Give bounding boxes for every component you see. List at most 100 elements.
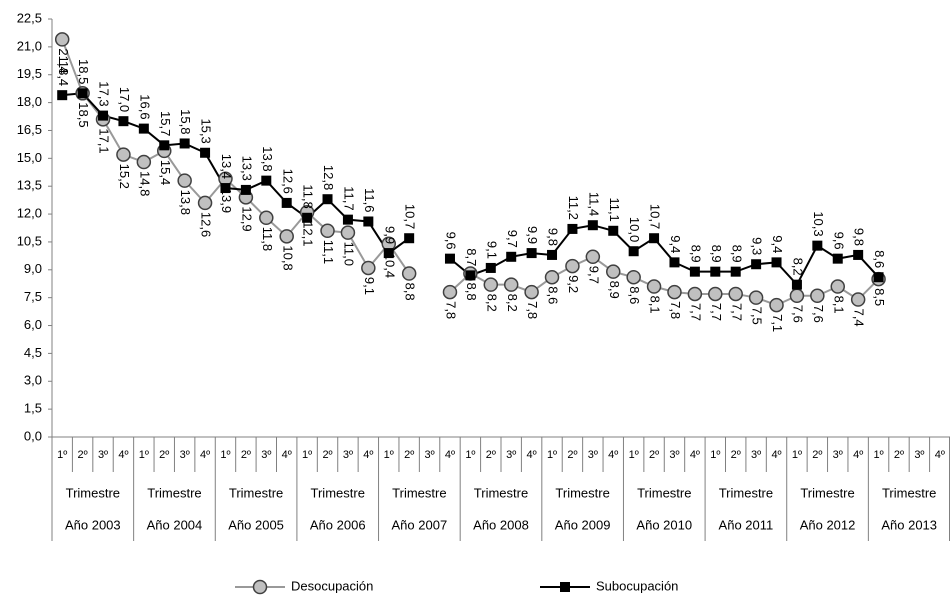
y-tick-label: 9,0 [24, 261, 42, 276]
data-label: 8,2 [790, 258, 805, 276]
point [524, 284, 539, 300]
data-label: 9,8 [852, 228, 867, 246]
legend-label: Subocupación [596, 578, 678, 593]
y-tick-label: 6,0 [24, 317, 42, 332]
point [547, 249, 558, 260]
data-label: 7,7 [729, 303, 744, 321]
data-label: 8,2 [505, 294, 520, 312]
data-label: 7,7 [688, 303, 703, 321]
data-label: 9,9 [382, 226, 397, 244]
data-label: 11,8 [260, 227, 275, 251]
data-label: 8,5 [872, 288, 887, 306]
point [159, 140, 170, 151]
point [77, 88, 88, 99]
year-label: Año 2013 [881, 517, 937, 532]
group-label: Trimestre [147, 485, 201, 500]
data-label: 9,6 [831, 232, 846, 250]
x-tick-label: 1º [302, 449, 312, 461]
point [728, 286, 743, 302]
data-label: 13,4 [219, 154, 234, 179]
year-label: Año 2011 [719, 517, 774, 532]
y-tick-label: 10,5 [17, 233, 42, 248]
point [687, 286, 703, 302]
data-label: 8,1 [648, 296, 663, 314]
data-label: 13,8 [260, 146, 275, 171]
point [465, 270, 476, 281]
data-label: 10,0 [627, 217, 642, 242]
point [302, 212, 313, 223]
data-label: 8,6 [546, 286, 561, 304]
point [281, 197, 292, 208]
x-tick-label: 2º [649, 449, 659, 461]
x-tick-label: 2º [812, 449, 822, 461]
year-label: Año 2010 [636, 517, 692, 532]
group-label: Trimestre [66, 485, 120, 500]
data-label: 11,8 [301, 184, 316, 208]
y-tick-label: 22,5 [17, 10, 42, 25]
data-label: 17,3 [97, 81, 112, 106]
point [646, 279, 662, 294]
data-label: 7,7 [709, 303, 724, 321]
data-label: 13,9 [219, 188, 234, 213]
x-tick-label: 4º [935, 449, 945, 461]
data-label: 10,7 [648, 204, 663, 229]
data-label: 10,4 [382, 253, 397, 278]
point [771, 257, 782, 268]
group-label: Trimestre [555, 485, 609, 500]
x-tick-label: 1º [629, 449, 639, 461]
point [730, 266, 741, 277]
point [832, 253, 843, 264]
x-tick-label: 2º [567, 449, 577, 461]
y-tick-label: 21,0 [17, 38, 42, 53]
point [220, 183, 231, 194]
data-label: 10,3 [811, 211, 826, 236]
data-label: 8,8 [464, 283, 479, 301]
data-label: 11,4 [586, 192, 601, 216]
x-tick-label: 4º [527, 449, 537, 461]
point [748, 290, 764, 305]
data-label: 7,8 [668, 301, 683, 319]
x-tick-label: 3º [669, 449, 679, 461]
point [361, 260, 376, 276]
data-label: 8,7 [464, 248, 479, 266]
data-label: 7,1 [770, 314, 785, 332]
data-label: 11,0 [341, 242, 356, 266]
point [200, 147, 211, 158]
x-tick-label: 2º [731, 449, 741, 461]
y-tick-label: 19,5 [17, 66, 42, 81]
point [689, 266, 700, 277]
data-label: 9,4 [668, 235, 683, 253]
x-tick-label: 3º [180, 449, 190, 461]
data-label: 14,8 [137, 171, 152, 196]
y-tick-label: 12,0 [17, 206, 42, 221]
group-label: Trimestre [311, 485, 365, 500]
y-tick-label: 3,0 [24, 373, 42, 388]
data-label: 9,9 [525, 226, 540, 244]
point [138, 123, 149, 134]
data-label: 7,8 [525, 301, 540, 319]
x-tick-label: 1º [57, 449, 67, 461]
point [57, 90, 68, 101]
data-label: 15,3 [199, 118, 214, 143]
x-tick-label: 3º [506, 449, 516, 461]
point [791, 279, 802, 290]
point [322, 194, 333, 205]
y-tick-label: 1,5 [24, 401, 42, 416]
point [261, 175, 272, 186]
data-label: 8,1 [831, 296, 846, 314]
data-label: 16,6 [137, 94, 152, 119]
data-label: 8,6 [872, 250, 887, 268]
year-label: Año 2012 [800, 517, 856, 532]
x-tick-label: 1º [384, 449, 394, 461]
x-tick-label: 3º [914, 449, 924, 461]
data-label: 11,2 [566, 196, 581, 220]
year-label: Año 2007 [392, 517, 448, 532]
point [544, 269, 560, 285]
point [567, 223, 578, 234]
point [667, 284, 682, 300]
data-label: 18,5 [76, 59, 91, 84]
data-label: 9,2 [566, 275, 581, 293]
year-label: Año 2005 [228, 517, 284, 532]
point [628, 246, 639, 257]
point [669, 257, 680, 268]
